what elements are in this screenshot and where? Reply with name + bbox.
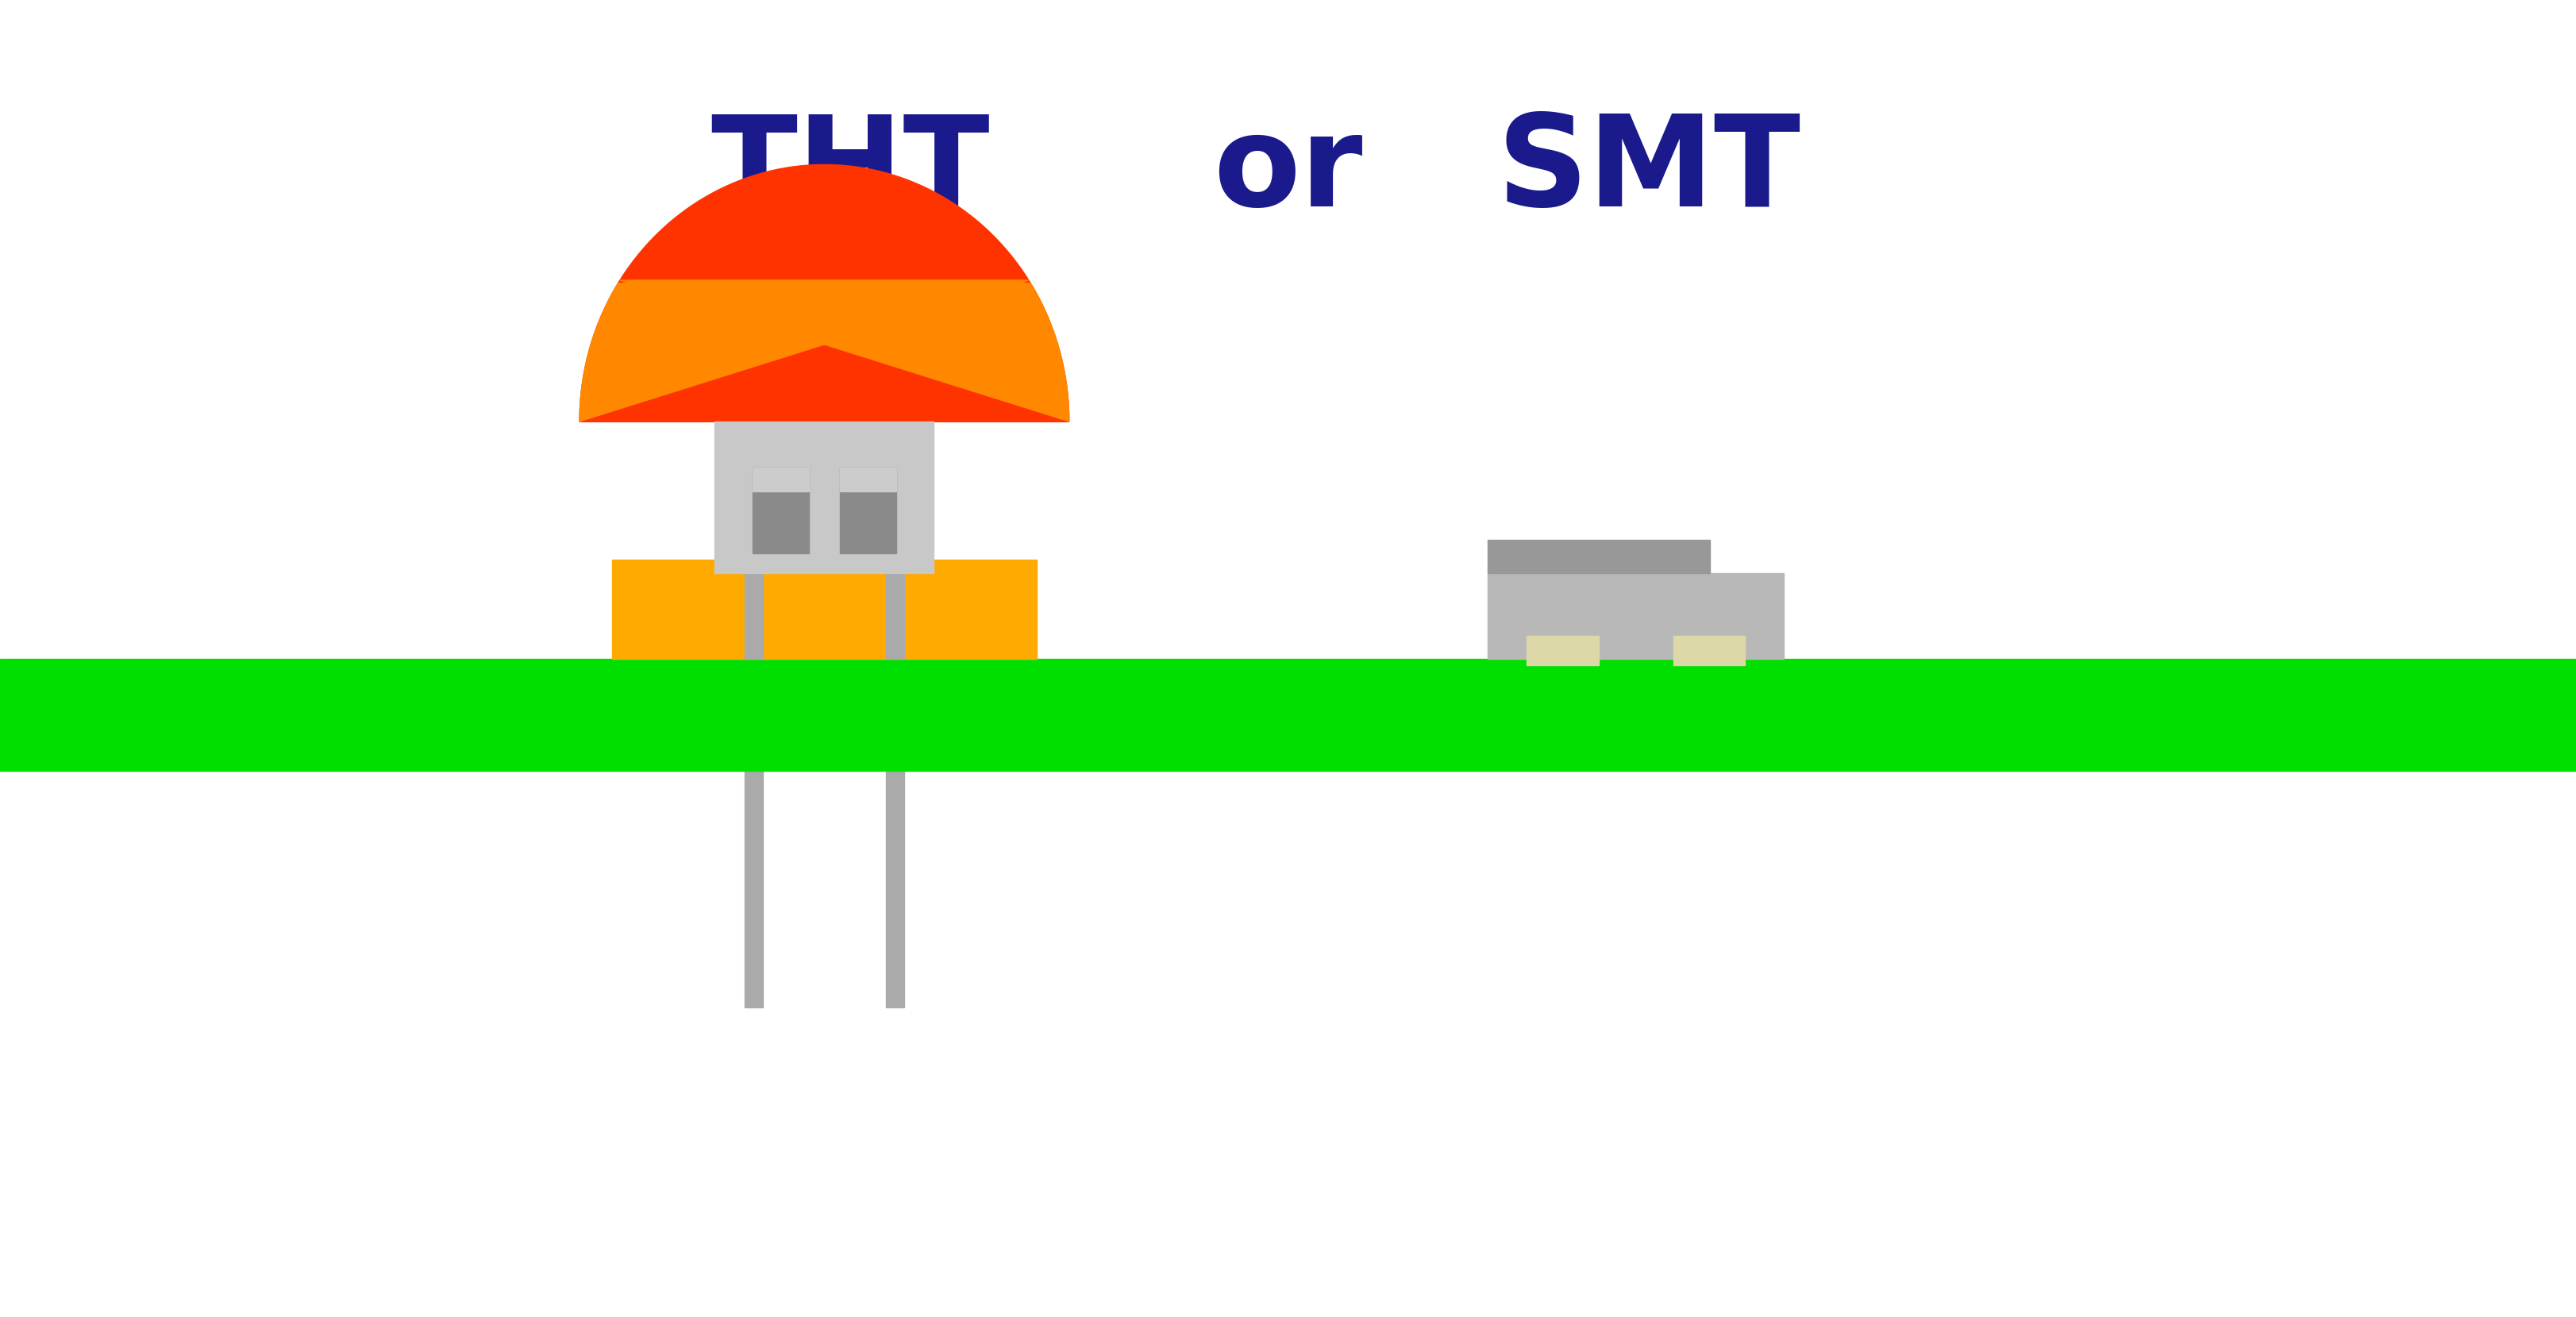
Bar	[886, 560, 904, 658]
Bar	[1489, 573, 1783, 658]
Text: SMT: SMT	[1497, 109, 1801, 233]
Bar	[752, 468, 809, 491]
Bar	[752, 468, 809, 553]
Bar	[1489, 540, 1710, 573]
Polygon shape	[580, 165, 1069, 421]
Bar	[1674, 636, 1747, 665]
Bar	[744, 560, 762, 658]
Text: or: or	[1213, 109, 1363, 233]
Bar	[744, 770, 762, 1008]
Text: THT: THT	[711, 109, 989, 233]
Bar	[886, 770, 904, 1008]
Bar	[0, 658, 2576, 770]
Bar	[613, 560, 1036, 658]
Bar	[716, 421, 935, 573]
Bar	[840, 468, 896, 491]
Bar	[1525, 636, 1597, 665]
Bar	[840, 468, 896, 553]
Polygon shape	[580, 281, 1069, 421]
